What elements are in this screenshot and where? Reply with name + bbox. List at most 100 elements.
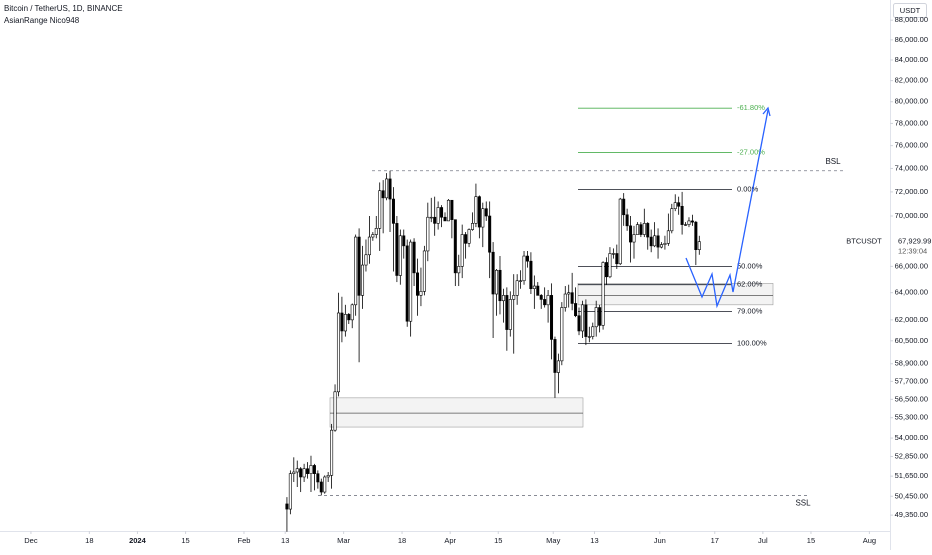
x-tick-label: 18 bbox=[85, 536, 93, 545]
candle-body bbox=[529, 260, 533, 289]
candle-body bbox=[649, 236, 653, 247]
candle-body bbox=[553, 339, 557, 373]
fib-label: 100.00% bbox=[737, 339, 767, 348]
candle-body bbox=[395, 223, 399, 276]
candle-body bbox=[687, 220, 691, 225]
candle-body bbox=[446, 199, 450, 222]
y-tick-label: 72,000.00 bbox=[895, 187, 928, 196]
x-tick-label: 13 bbox=[281, 536, 289, 545]
candle-body bbox=[333, 391, 337, 431]
candle-body bbox=[519, 280, 523, 282]
y-tick-label: 84,000.00 bbox=[895, 55, 928, 64]
candle-body bbox=[419, 291, 423, 296]
candle-body bbox=[570, 292, 574, 304]
chart-title: Bitcoin / TetherUS, 1D, BINANCE bbox=[4, 4, 123, 13]
y-tick-label: 70,000.00 bbox=[895, 211, 928, 220]
y-tick-label: 82,000.00 bbox=[895, 76, 928, 85]
candle-body bbox=[405, 245, 409, 322]
candle-body bbox=[491, 251, 495, 295]
candle-body bbox=[546, 295, 550, 306]
candle-body bbox=[677, 202, 681, 207]
candle-body bbox=[601, 262, 605, 326]
candle-body bbox=[646, 223, 650, 238]
candle-body bbox=[512, 295, 516, 300]
candle-body bbox=[550, 295, 554, 340]
candle-body bbox=[391, 198, 395, 224]
y-tick-label: 51,650.00 bbox=[895, 471, 928, 480]
candle-body bbox=[666, 230, 670, 244]
fib-label: 62.00% bbox=[737, 280, 763, 289]
candle-body bbox=[474, 196, 478, 224]
candle-body bbox=[453, 219, 457, 274]
candle-body bbox=[580, 304, 584, 332]
candle-body bbox=[326, 475, 330, 478]
x-tick-label: May bbox=[546, 536, 560, 545]
y-tick-label: 50,450.00 bbox=[895, 491, 928, 500]
fib-label: -27.00% bbox=[737, 147, 765, 156]
last-price-label: 67,929.99 bbox=[898, 237, 931, 246]
candle-body bbox=[460, 234, 464, 267]
candle-body bbox=[663, 243, 667, 245]
candle-body bbox=[608, 253, 612, 278]
countdown-label: 12:39:04 bbox=[898, 247, 927, 256]
candle-body bbox=[316, 473, 320, 483]
y-tick-label: 49,350.00 bbox=[895, 510, 928, 519]
y-tick-label: 56,500.00 bbox=[895, 394, 928, 403]
candle-body bbox=[525, 255, 529, 262]
x-tick-label: Aug bbox=[863, 536, 876, 545]
fib-label: 79.00% bbox=[737, 307, 763, 316]
x-tick-label: 2024 bbox=[129, 536, 147, 545]
candle-body bbox=[653, 235, 657, 247]
candle-body bbox=[409, 241, 413, 322]
x-tick-label: Mar bbox=[337, 536, 350, 545]
candle-body bbox=[323, 476, 327, 493]
x-tick-label: Jul bbox=[758, 536, 768, 545]
x-tick-label: Dec bbox=[24, 536, 38, 545]
candle-body bbox=[330, 429, 334, 476]
candle-body bbox=[567, 292, 571, 295]
candle-body bbox=[371, 234, 375, 238]
candle-body bbox=[299, 468, 303, 478]
fib-label: 0.00% bbox=[737, 185, 759, 194]
candle-body bbox=[388, 178, 392, 200]
candle-body bbox=[457, 266, 461, 274]
candle-body bbox=[464, 234, 468, 244]
candle-body bbox=[367, 236, 371, 256]
projection-path bbox=[685, 106, 771, 309]
x-tick-label: 15 bbox=[494, 536, 502, 545]
candle-body bbox=[642, 223, 646, 235]
y-tick-label: 57,700.00 bbox=[895, 376, 928, 385]
candle-body bbox=[467, 229, 471, 244]
candle-body bbox=[450, 199, 454, 220]
x-tick-label: Apr bbox=[444, 536, 456, 545]
candle-body bbox=[659, 244, 663, 248]
currency-label[interactable]: USDT bbox=[900, 6, 921, 15]
symbol-label: BTCUSDT bbox=[846, 237, 882, 246]
candle-body bbox=[436, 207, 440, 224]
candle-body bbox=[343, 314, 347, 332]
candle-body bbox=[285, 503, 289, 510]
projection-arrowhead bbox=[762, 106, 771, 117]
last-price-box bbox=[891, 235, 932, 257]
candle-body bbox=[488, 215, 492, 253]
candle-body bbox=[398, 235, 402, 276]
candle-body bbox=[288, 473, 292, 510]
candle-body bbox=[312, 465, 316, 474]
y-tick-label: 64,000.00 bbox=[895, 288, 928, 297]
indicator-name: AsianRange Nico948 bbox=[4, 16, 80, 25]
x-tick-label: 15 bbox=[807, 536, 815, 545]
candle-body bbox=[574, 303, 578, 317]
candle-body bbox=[639, 224, 643, 235]
y-tick-label: 62,000.00 bbox=[895, 315, 928, 324]
candle-body bbox=[292, 471, 296, 474]
y-tick-label: 66,000.00 bbox=[895, 261, 928, 270]
candle-body bbox=[536, 285, 540, 296]
candle-body bbox=[484, 208, 488, 217]
candle-body bbox=[477, 196, 481, 228]
candle-body bbox=[584, 304, 588, 337]
candle-body bbox=[543, 299, 547, 306]
liquidity-label: SSL bbox=[795, 499, 811, 508]
currency-box[interactable] bbox=[893, 3, 927, 18]
candle-body bbox=[587, 336, 591, 338]
candle-body bbox=[433, 216, 437, 224]
